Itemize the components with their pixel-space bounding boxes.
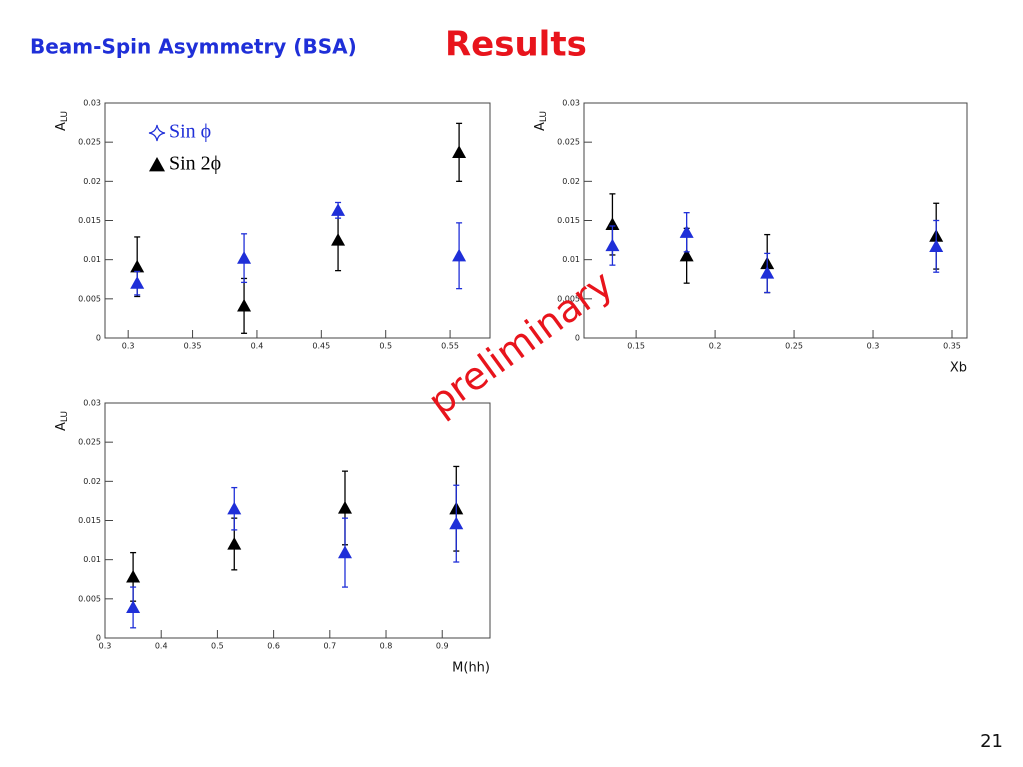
marker: [227, 537, 242, 550]
marker: [130, 276, 145, 289]
marker: [760, 265, 775, 279]
y-tick-label: 0.01: [562, 255, 580, 264]
marker: [237, 298, 252, 312]
y-tick-label: 0.015: [78, 516, 101, 525]
marker: [126, 600, 141, 614]
marker: [605, 238, 620, 252]
marker: [605, 217, 620, 231]
y-axis-label-sub: LU: [60, 411, 70, 422]
marker: [130, 259, 145, 273]
slide-title: Beam-Spin Asymmetry (BSA): [30, 35, 357, 59]
x-tick-label: 0.9: [436, 642, 449, 651]
plot-frame: [104, 402, 491, 639]
y-axis-label: ALU: [533, 111, 549, 131]
legend-symbol: [149, 157, 165, 172]
x-tick-label: 0.45: [312, 342, 330, 351]
marker: [227, 501, 242, 515]
marker: [449, 516, 464, 530]
y-tick-label: 0.03: [83, 399, 101, 408]
x-tick-label: 0.3: [122, 342, 135, 351]
x-axis-label: M(hh): [452, 661, 490, 676]
y-tick-label: 0.015: [557, 216, 580, 225]
y-axis-label: ALU: [54, 111, 70, 131]
y-tick-label: 0.03: [83, 99, 101, 108]
x-tick-label: 0.5: [379, 342, 392, 351]
y-axis-label-sub: LU: [60, 111, 70, 122]
y-tick-label: 0.02: [562, 177, 580, 186]
y-tick-label: 0.01: [83, 255, 101, 264]
y-tick-label: 0: [575, 334, 580, 343]
x-tick-label: 0.25: [785, 342, 803, 351]
y-axis-label-main: A: [54, 122, 69, 131]
y-axis-label-sub: LU: [539, 111, 549, 122]
marker: [126, 569, 141, 583]
x-tick-label: 0.2: [709, 342, 722, 351]
marker: [679, 248, 694, 262]
slide-title-highlight: Results: [445, 25, 587, 65]
marker: [337, 545, 352, 559]
x-tick-label: 0.8: [380, 642, 393, 651]
marker: [337, 500, 352, 514]
x-tick-label: 0.35: [943, 342, 961, 351]
x-tick-label: 0.35: [184, 342, 202, 351]
y-tick-label: 0.025: [557, 138, 580, 147]
marker: [331, 233, 346, 246]
x-tick-label: 0.15: [627, 342, 645, 351]
y-axis-label: ALU: [54, 411, 70, 431]
y-tick-label: 0.005: [557, 294, 580, 303]
x-tick-label: 0.55: [441, 342, 459, 351]
y-tick-label: 0.025: [78, 138, 101, 147]
plot-frame: [583, 102, 968, 339]
y-tick-label: 0.015: [78, 216, 101, 225]
x-tick-label: 0.7: [323, 642, 336, 651]
x-axis-label: Xb: [950, 361, 967, 376]
marker: [929, 239, 944, 252]
legend-label: Sin 2ϕ: [169, 153, 221, 175]
marker: [679, 225, 694, 238]
y-tick-label: 0: [96, 634, 101, 643]
y-tick-label: 0.03: [562, 99, 580, 108]
y-axis-label-main: A: [54, 422, 69, 431]
x-tick-label: 0.3: [99, 642, 112, 651]
marker: [452, 145, 467, 158]
x-tick-label: 0.5: [211, 642, 224, 651]
plot-frame: [104, 102, 491, 339]
legend-label: Sin ϕ: [169, 121, 211, 143]
y-tick-label: 0: [96, 334, 101, 343]
x-tick-label: 0.4: [155, 642, 168, 651]
y-axis-label-main: A: [533, 122, 548, 131]
x-tick-label: 0.3: [867, 342, 880, 351]
x-tick-label: 0.6: [267, 642, 280, 651]
marker: [237, 251, 252, 264]
legend-symbol: [148, 124, 166, 142]
x-tick-label: 0.4: [251, 342, 264, 351]
y-tick-label: 0.02: [83, 177, 101, 186]
y-tick-label: 0.02: [83, 477, 101, 486]
page-number: 21: [980, 731, 1003, 752]
y-tick-label: 0.005: [78, 294, 101, 303]
y-tick-label: 0.025: [78, 438, 101, 447]
y-tick-label: 0.01: [83, 555, 101, 564]
marker: [452, 248, 467, 262]
y-tick-label: 0.005: [78, 594, 101, 603]
marker: [331, 203, 346, 216]
